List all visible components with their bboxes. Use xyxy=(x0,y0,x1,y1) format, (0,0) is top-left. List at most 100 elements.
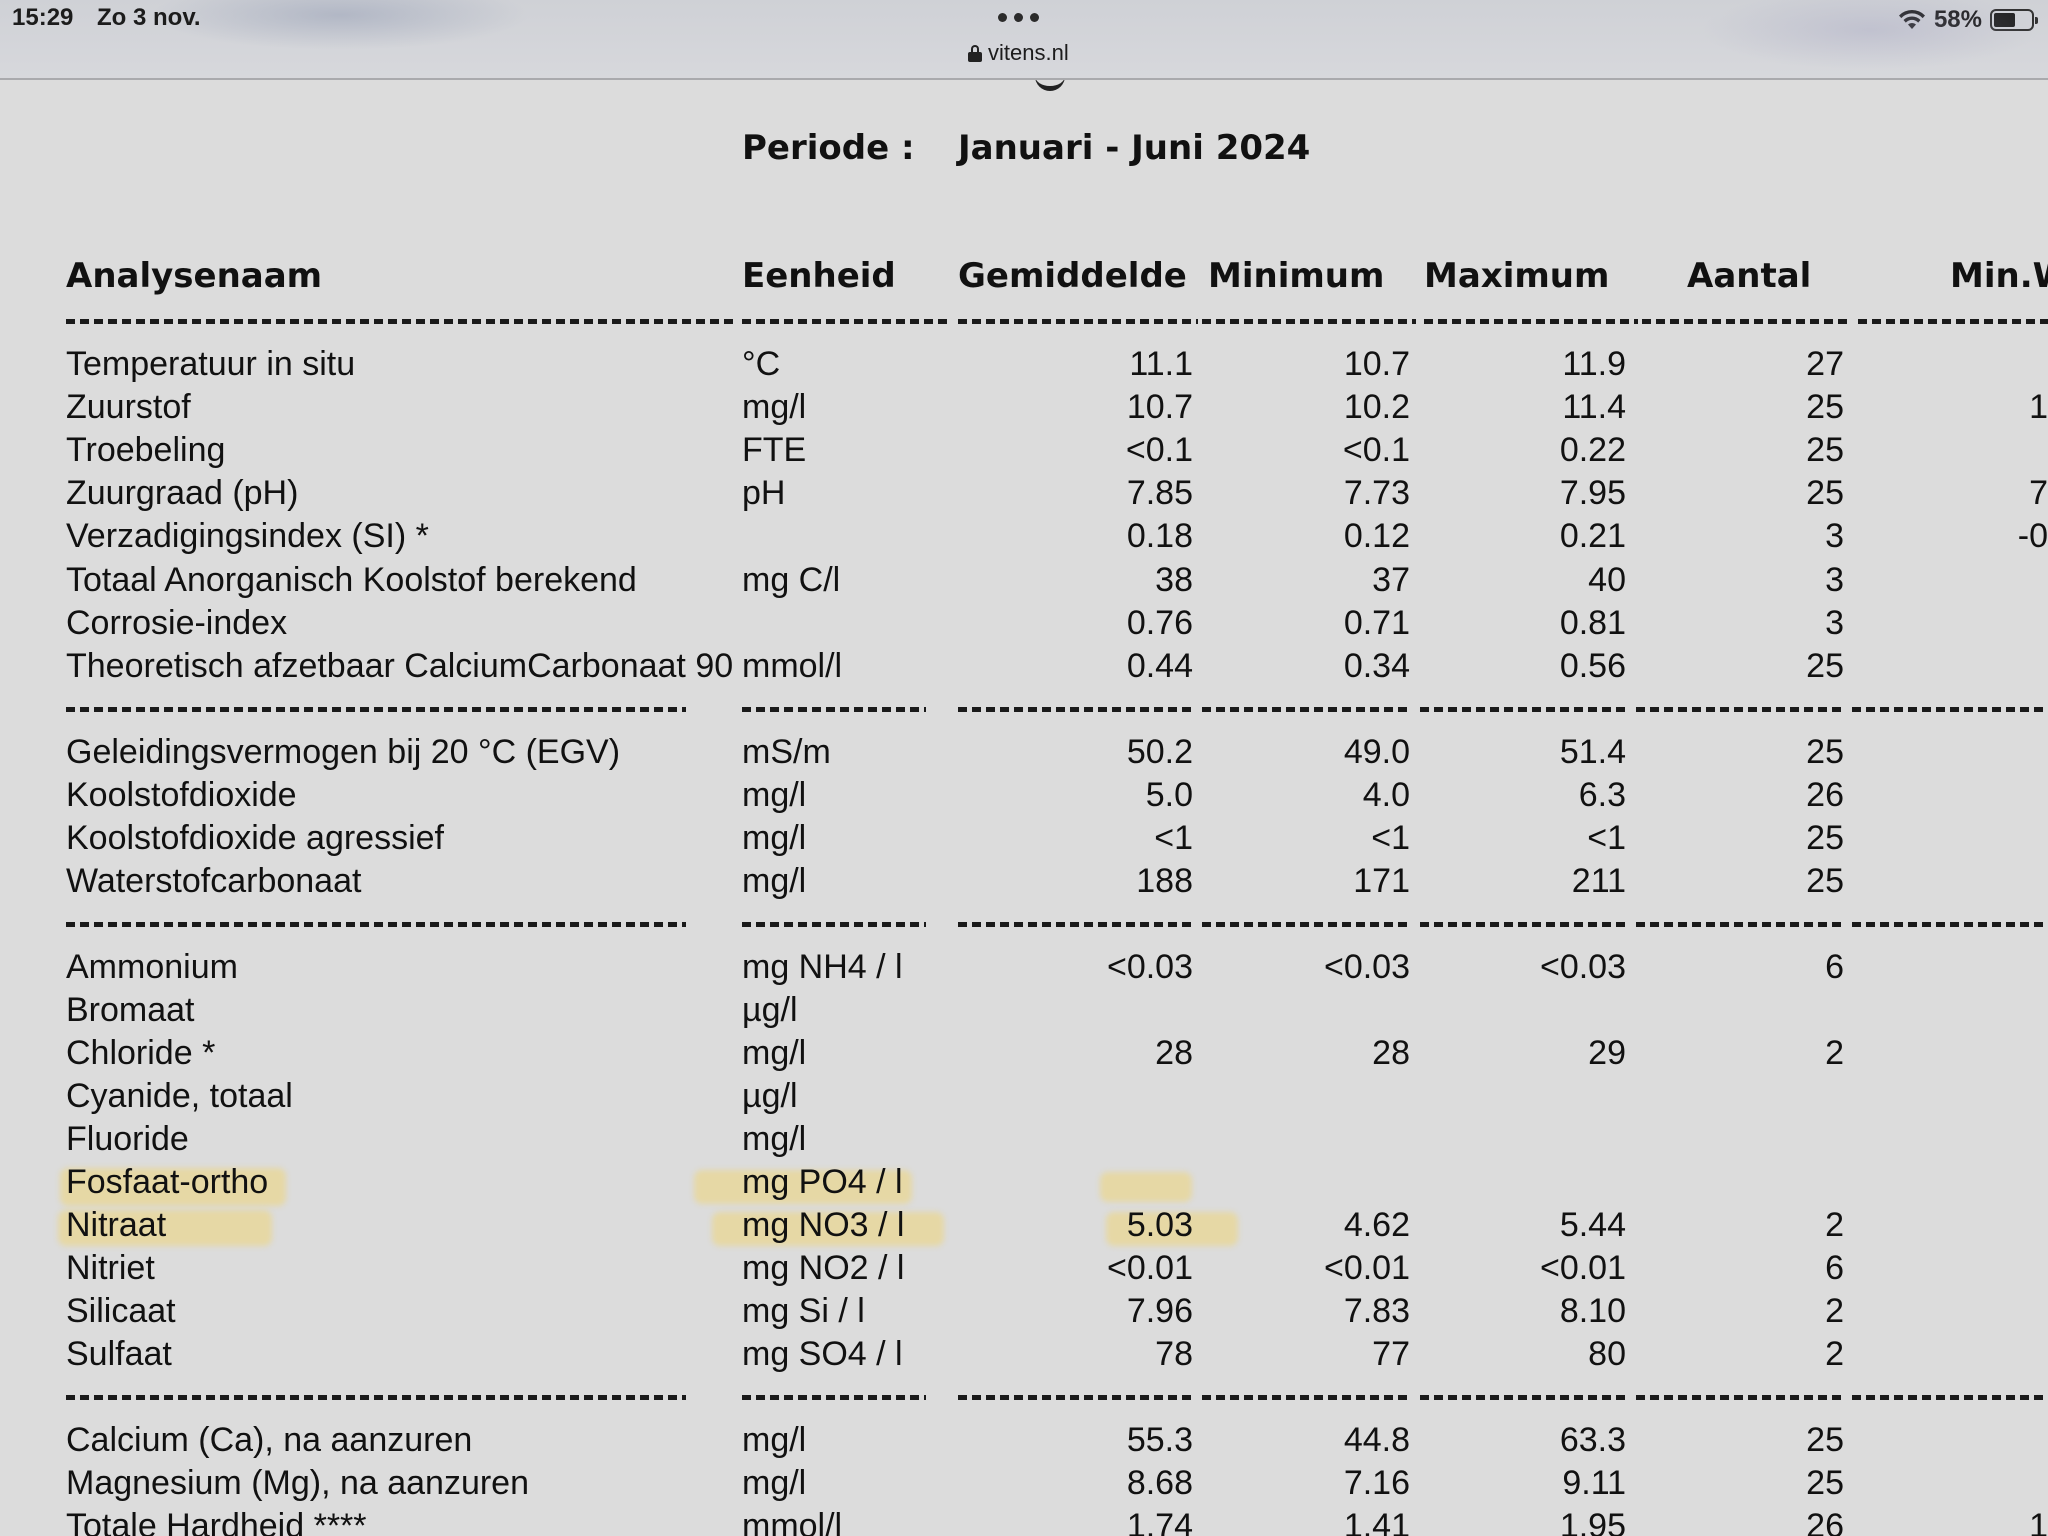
cell-name: Ammonium xyxy=(66,948,238,986)
cell-count: 2 xyxy=(1825,1292,1844,1330)
dashed-separator xyxy=(958,319,1198,324)
cell-unit: mg/l xyxy=(742,862,807,900)
highlight-mark xyxy=(60,1168,286,1206)
cell-min: 44.8 xyxy=(1343,1421,1410,1459)
highlight-mark xyxy=(1106,1212,1238,1246)
cell-avg: 50.2 xyxy=(1126,733,1193,771)
cell-avg: 5.0 xyxy=(1145,776,1193,814)
table-row: Waterstofcarbonaat mg/l 188 171 211 25 xyxy=(0,860,2048,903)
cell-min: 171 xyxy=(1353,862,1410,900)
cell-max: 40 xyxy=(1588,561,1626,599)
cell-count: 6 xyxy=(1825,948,1844,986)
cell-count: 26 xyxy=(1806,776,1844,814)
cell-count: 25 xyxy=(1806,733,1844,771)
cell-count: 25 xyxy=(1806,474,1844,512)
cell-min: <0.1 xyxy=(1342,431,1410,469)
cell-name: Verzadigingsindex (SI) * xyxy=(66,517,429,555)
cell-name: Zuurstof xyxy=(66,388,191,426)
header-maximum: Maximum xyxy=(1424,256,1610,296)
multitasking-dots-icon[interactable] xyxy=(998,13,1039,22)
cell-avg: 28 xyxy=(1155,1034,1193,1072)
cell-min: 49.0 xyxy=(1343,733,1410,771)
cell-name: Temperatuur in situ xyxy=(66,345,356,383)
highlight-mark xyxy=(58,1210,272,1246)
header-gemiddelde: Gemiddelde xyxy=(958,256,1187,296)
dashed-separator xyxy=(1420,922,1628,927)
cell-max: 9.11 xyxy=(1562,1464,1626,1502)
header-analysenaam: Analysenaam xyxy=(66,256,323,296)
cell-name: Bromaat xyxy=(66,991,195,1029)
battery-icon xyxy=(1990,9,2038,31)
table-row: Verzadigingsindex (SI) * 0.18 0.12 0.21 3 -0 xyxy=(0,515,2048,558)
dashed-separator xyxy=(1858,319,2048,324)
cell-count: 25 xyxy=(1806,1421,1844,1459)
cell-unit: mmol/l xyxy=(742,647,843,685)
dashed-separator xyxy=(1852,922,2048,927)
header-eenheid: Eenheid xyxy=(742,256,896,296)
dashed-separator xyxy=(1202,922,1410,927)
cell-avg: 78 xyxy=(1155,1335,1193,1373)
table-row: Chloride * mg/l 28 28 29 2 xyxy=(0,1032,2048,1075)
table-row: Ammonium mg NH4 / l <0.03 <0.03 <0.03 6 xyxy=(0,946,2048,989)
cell-avg: 11.1 xyxy=(1129,345,1193,383)
cell-unit: mg NH4 / l xyxy=(742,948,903,986)
cell-name: Fosfaat-ortho xyxy=(66,1163,269,1201)
cell-max: 51.4 xyxy=(1559,733,1626,771)
cell-count: 25 xyxy=(1806,862,1844,900)
cell-count: 26 xyxy=(1806,1507,1844,1536)
cell-avg: <1 xyxy=(1154,819,1193,857)
cell-max: 8.10 xyxy=(1559,1292,1626,1330)
lock-icon xyxy=(968,45,982,62)
table-row: Bromaat µg/l xyxy=(0,989,2048,1032)
table-row: Temperatuur in situ °C 11.1 10.7 11.9 27 xyxy=(0,343,2048,386)
cell-unit: mg C/l xyxy=(742,561,841,599)
cell-max: 1.95 xyxy=(1559,1507,1626,1536)
cell-min: 0.34 xyxy=(1343,647,1410,685)
address-bar[interactable]: vitens.nl xyxy=(968,40,1069,66)
header-minimum: Minimum xyxy=(1208,256,1385,296)
dashed-separator xyxy=(742,922,926,927)
table-row: Silicaat mg Si / l 7.96 7.83 8.10 2 xyxy=(0,1290,2048,1333)
cell-max: <0.03 xyxy=(1539,948,1626,986)
dashed-separator xyxy=(1202,319,1416,324)
table-row: Geleidingsvermogen bij 20 °C (EGV) mS/m 50… xyxy=(0,731,2048,774)
dashed-separator xyxy=(958,707,1194,712)
status-date: Zo 3 nov. xyxy=(97,4,201,31)
cell-min: 4.62 xyxy=(1343,1206,1410,1244)
dashed-separator xyxy=(1424,319,1638,324)
table-row: Magnesium (Mg), na aanzuren mg/l 8.68 7.16 9… xyxy=(0,1462,2048,1505)
url-text: vitens.nl xyxy=(988,40,1069,65)
cell-unit: mg/l xyxy=(742,1034,807,1072)
cell-min: 4.0 xyxy=(1362,776,1410,814)
cell-avg: 10.7 xyxy=(1126,388,1193,426)
cell-min: <1 xyxy=(1371,819,1410,857)
dashed-separator xyxy=(66,319,734,324)
cell-min: <0.03 xyxy=(1323,948,1410,986)
report-page: Periode : Januari - Juni 2024 Analysenaa… xyxy=(0,80,2048,1536)
cell-max: 63.3 xyxy=(1559,1421,1626,1459)
table-row: Cyanide, totaal µg/l xyxy=(0,1075,2048,1118)
cell-min: 0.12 xyxy=(1343,517,1410,555)
cell-count: 3 xyxy=(1825,561,1844,599)
dashed-separator xyxy=(1202,1395,1410,1400)
cell-min: 7.16 xyxy=(1343,1464,1410,1502)
cut-off-heading-fragment xyxy=(1035,80,1065,91)
cell-max: 6.3 xyxy=(1578,776,1626,814)
table-row: Koolstofdioxide mg/l 5.0 4.0 6.3 26 xyxy=(0,774,2048,817)
status-time: 15:29 xyxy=(12,4,74,31)
cell-avg: 5.03 xyxy=(1126,1206,1193,1244)
cell-count: 25 xyxy=(1806,1464,1844,1502)
cell-min: 10.2 xyxy=(1343,388,1410,426)
dashed-separator xyxy=(742,707,926,712)
cell-max: 7.95 xyxy=(1559,474,1626,512)
cell-count: 25 xyxy=(1806,647,1844,685)
highlight-mark xyxy=(694,1170,912,1204)
header-aantal: Aantal xyxy=(1687,256,1812,296)
cell-avg: 7.96 xyxy=(1126,1292,1193,1330)
cell-unit: mg Si / l xyxy=(742,1292,865,1330)
cell-min: <0.01 xyxy=(1323,1249,1410,1287)
cell-name: Sulfaat xyxy=(66,1335,172,1373)
cell-name: Totaal Anorganisch Koolstof berekend xyxy=(66,561,637,599)
cell-name: Waterstofcarbonaat xyxy=(66,862,362,900)
dashed-separator xyxy=(1636,707,1846,712)
